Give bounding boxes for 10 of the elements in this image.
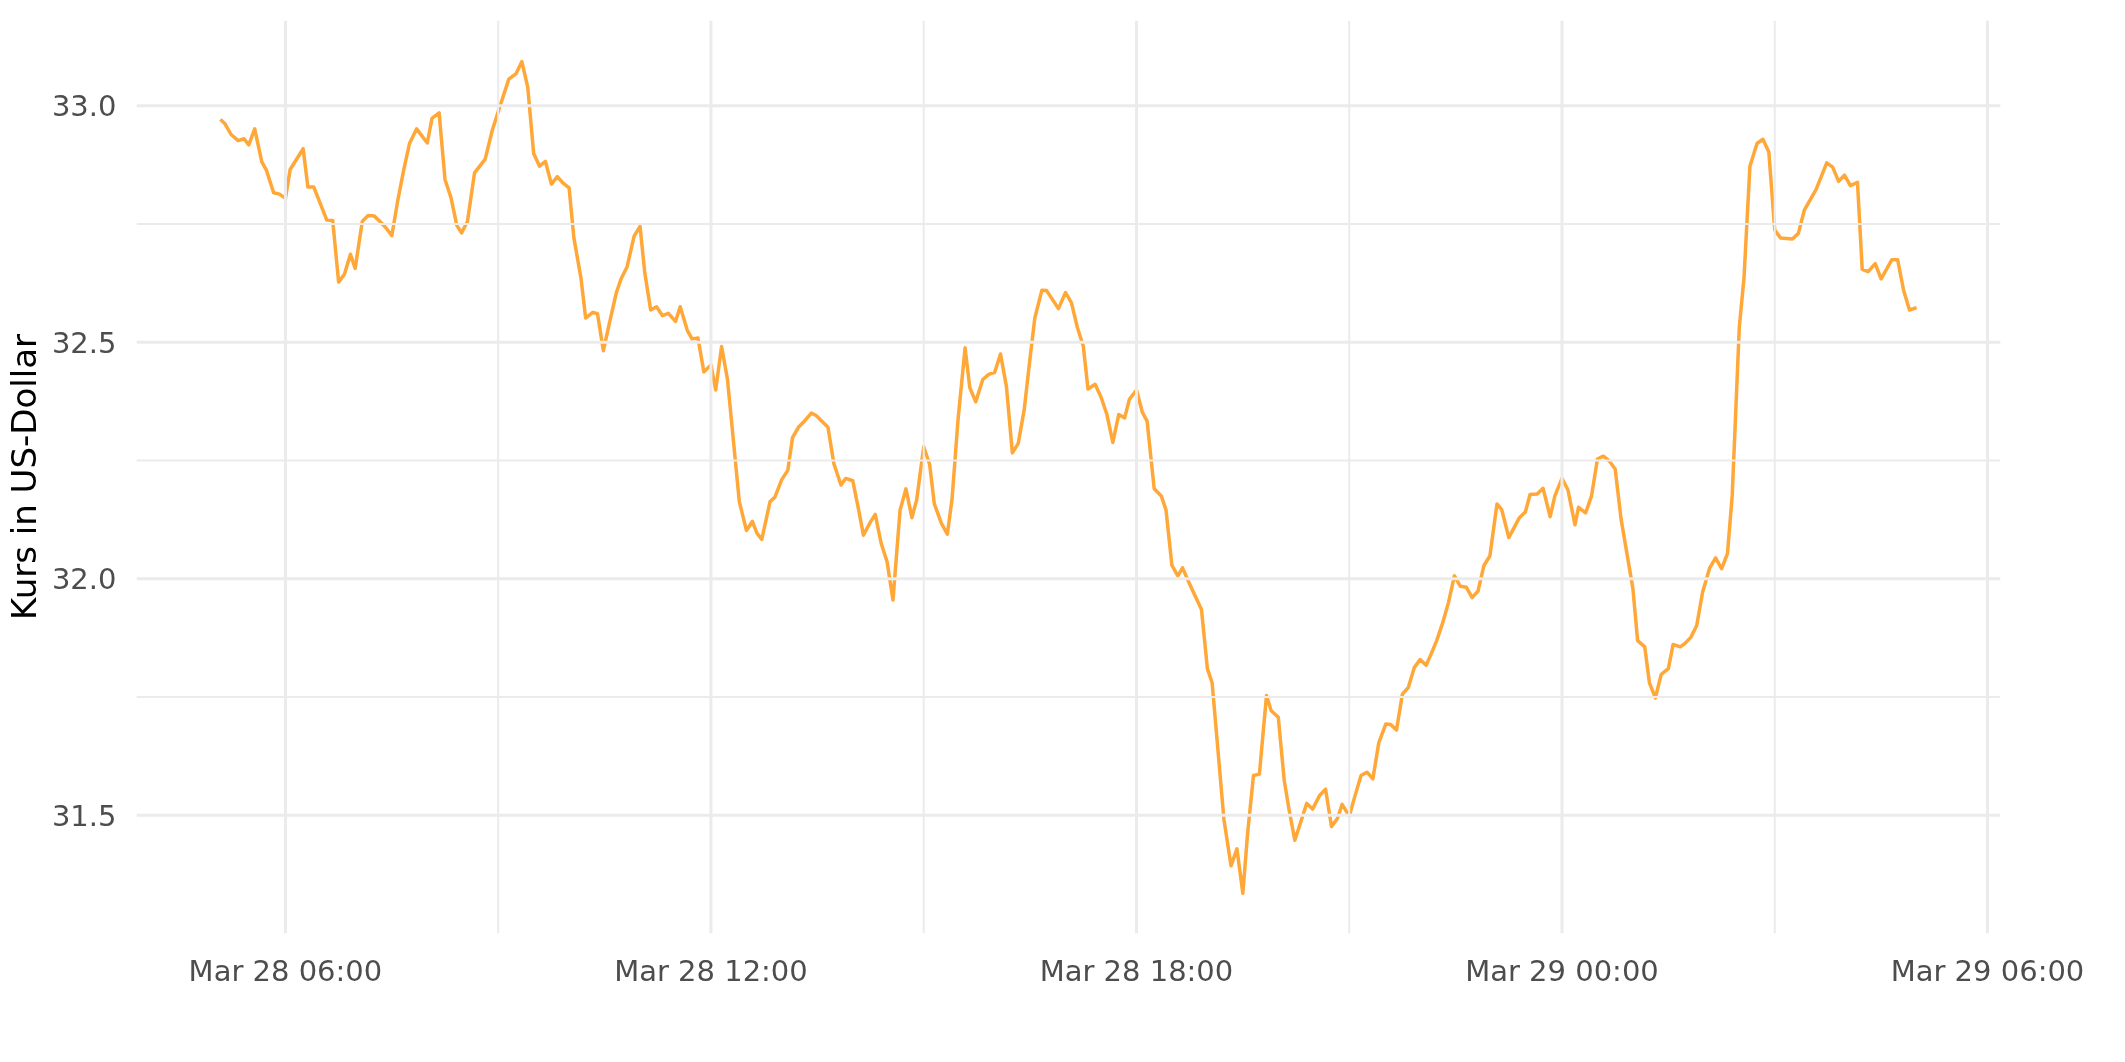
x-tick-label: Mar 29 00:00 <box>1465 953 1659 988</box>
y-tick-label: 31.5 <box>51 798 117 833</box>
x-tick-label: Mar 28 18:00 <box>1039 953 1234 988</box>
y-axis-title: Kurs in US-Dollar <box>3 334 44 620</box>
y-tick-label: 32.0 <box>51 562 117 597</box>
x-tick-label: Mar 29 06:00 <box>1890 953 2085 988</box>
y-tick-label: 33.0 <box>51 89 117 124</box>
y-tick-label: 32.5 <box>51 325 117 360</box>
x-tick-label: Mar 28 12:00 <box>614 953 808 988</box>
x-tick-label: Mar 28 06:00 <box>188 953 383 988</box>
